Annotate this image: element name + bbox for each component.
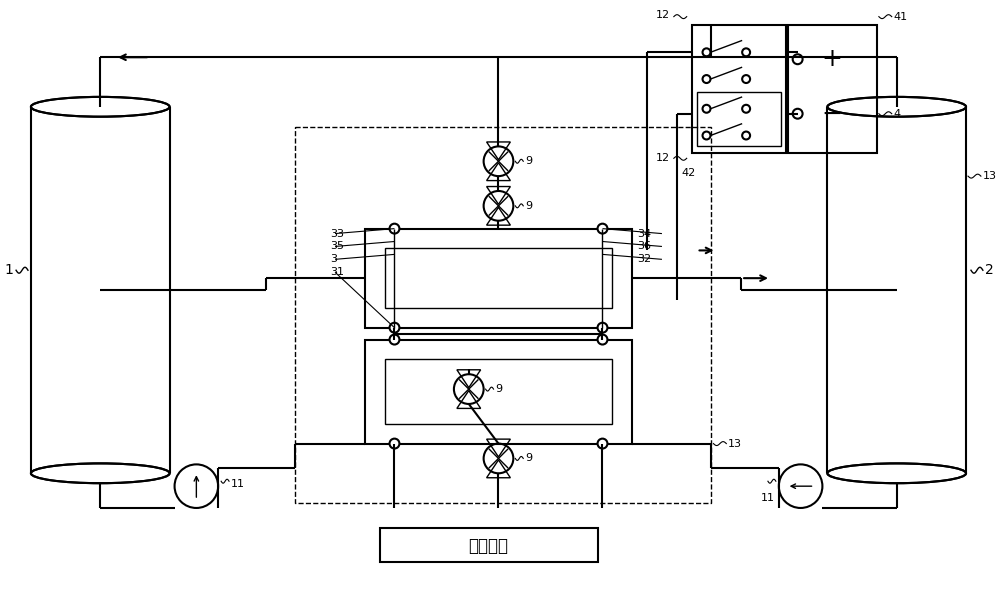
Circle shape bbox=[793, 54, 803, 64]
Ellipse shape bbox=[827, 464, 966, 483]
Circle shape bbox=[598, 323, 607, 333]
Text: 1: 1 bbox=[4, 263, 13, 277]
Text: 32: 32 bbox=[637, 254, 651, 264]
Circle shape bbox=[598, 335, 607, 345]
Circle shape bbox=[598, 224, 607, 234]
Circle shape bbox=[390, 224, 399, 234]
Bar bbox=[697, 92, 781, 147]
Bar bbox=[365, 340, 632, 444]
Text: 33: 33 bbox=[330, 229, 344, 239]
Bar bbox=[380, 528, 598, 562]
Bar bbox=[365, 229, 632, 327]
Text: 9: 9 bbox=[496, 384, 503, 394]
Text: 35: 35 bbox=[330, 241, 344, 252]
Text: 13: 13 bbox=[983, 171, 997, 181]
Circle shape bbox=[390, 439, 399, 449]
Text: 12: 12 bbox=[656, 153, 670, 163]
Text: 9: 9 bbox=[525, 201, 532, 211]
Circle shape bbox=[742, 105, 750, 112]
Text: 12: 12 bbox=[656, 9, 670, 19]
Text: 41: 41 bbox=[894, 12, 908, 22]
Bar bbox=[692, 25, 786, 153]
Text: 3: 3 bbox=[330, 254, 337, 264]
Text: +: + bbox=[822, 47, 843, 71]
Circle shape bbox=[598, 439, 607, 449]
Text: 11: 11 bbox=[761, 493, 775, 503]
Text: 42: 42 bbox=[682, 168, 696, 178]
Text: 11: 11 bbox=[231, 479, 245, 489]
Bar bbox=[385, 359, 612, 423]
Bar bbox=[295, 127, 711, 503]
Text: 9: 9 bbox=[525, 156, 532, 166]
Circle shape bbox=[703, 48, 710, 57]
Circle shape bbox=[703, 75, 710, 83]
Circle shape bbox=[390, 335, 399, 345]
Ellipse shape bbox=[31, 97, 170, 117]
Text: 31: 31 bbox=[330, 267, 344, 277]
Text: 34: 34 bbox=[637, 229, 651, 239]
Ellipse shape bbox=[827, 97, 966, 117]
Text: −: − bbox=[822, 102, 843, 125]
Text: 控制系统: 控制系统 bbox=[469, 537, 509, 555]
Text: 9: 9 bbox=[525, 454, 532, 464]
Bar bbox=[788, 25, 877, 153]
Text: 13: 13 bbox=[728, 439, 742, 449]
Bar bbox=[385, 249, 612, 308]
Circle shape bbox=[742, 48, 750, 57]
Circle shape bbox=[703, 105, 710, 112]
Circle shape bbox=[742, 131, 750, 140]
Circle shape bbox=[793, 109, 803, 118]
Text: 36: 36 bbox=[637, 241, 651, 252]
Text: 4: 4 bbox=[894, 109, 901, 119]
Circle shape bbox=[390, 323, 399, 333]
Circle shape bbox=[703, 131, 710, 140]
Circle shape bbox=[742, 75, 750, 83]
Ellipse shape bbox=[31, 464, 170, 483]
Text: 2: 2 bbox=[985, 263, 994, 277]
